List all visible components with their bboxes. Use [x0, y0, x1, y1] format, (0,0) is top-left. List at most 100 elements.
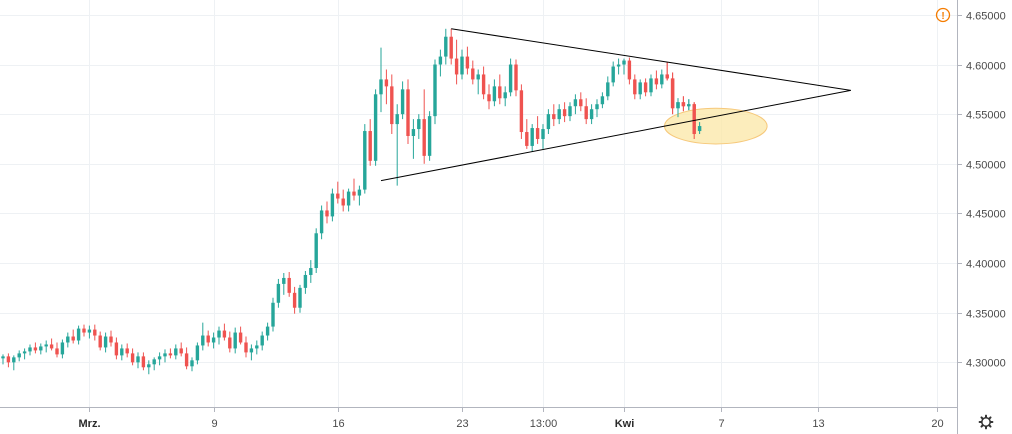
candle — [287, 271, 291, 297]
candle — [427, 111, 432, 161]
candle-body — [157, 356, 162, 360]
triangle-lower-line[interactable] — [380, 89, 851, 182]
alert-symbol: ! — [941, 11, 944, 22]
candle-body — [22, 351, 27, 354]
candle — [384, 69, 389, 105]
triangle-upper-line[interactable] — [451, 28, 851, 91]
candle — [525, 119, 529, 149]
candle-body — [60, 342, 65, 355]
time-scale[interactable]: Mrz. 9 16 23 13:00 Kwi 7 13 20 — [79, 407, 944, 430]
candle-body — [93, 329, 97, 336]
candle — [319, 205, 324, 240]
time-tick-label: 13:00 — [530, 418, 558, 430]
candle-body — [611, 66, 615, 83]
candle-body — [595, 104, 599, 110]
candle-body — [114, 342, 119, 356]
candle-body — [395, 114, 399, 125]
candle-body — [12, 357, 16, 363]
candle-body — [120, 348, 124, 356]
candle — [487, 84, 491, 110]
candle — [309, 260, 313, 283]
candle — [519, 84, 524, 139]
candle-body — [287, 277, 291, 293]
candle — [633, 74, 637, 100]
candle-body — [368, 131, 372, 161]
candle — [87, 325, 92, 339]
gear-icon[interactable] — [978, 414, 994, 430]
candle-body — [643, 82, 648, 93]
candle-body — [606, 82, 610, 97]
time-tick-label: 23 — [456, 418, 468, 430]
candle — [292, 286, 297, 314]
candle-body — [346, 191, 351, 206]
candle — [233, 327, 237, 354]
candle — [168, 348, 173, 359]
candle — [627, 57, 632, 85]
candle — [190, 357, 194, 372]
candle-body — [352, 191, 356, 196]
candle — [649, 74, 653, 97]
candle-body — [481, 74, 486, 95]
candle — [584, 98, 588, 125]
candle — [255, 340, 259, 355]
candle-body — [692, 104, 696, 135]
candle-body — [76, 328, 81, 341]
candle — [595, 99, 599, 118]
candle-body — [282, 277, 286, 284]
candle-body — [179, 348, 183, 354]
candle — [282, 272, 286, 295]
candle-body — [373, 94, 378, 161]
time-tick-label: 13 — [812, 418, 824, 430]
drawing-layer[interactable] — [380, 28, 851, 182]
time-tick-label: 20 — [931, 418, 943, 430]
candle — [55, 342, 59, 358]
candle — [417, 114, 421, 139]
price-scale[interactable]: 4.65000 4.60000 4.55000 4.50000 4.45000 4.400… — [957, 11, 1006, 370]
candle-body — [514, 64, 518, 91]
candle — [379, 47, 383, 113]
candle-body — [249, 348, 254, 353]
candle — [71, 329, 75, 344]
candle-body — [255, 345, 259, 349]
candle — [217, 326, 221, 345]
candle-body — [147, 364, 151, 368]
candle-body — [244, 342, 248, 353]
candle-body — [568, 106, 572, 117]
candle-body — [130, 353, 135, 363]
candle-body — [82, 328, 86, 333]
candle — [157, 352, 162, 366]
candle-body — [330, 193, 335, 217]
candle-body — [670, 78, 675, 109]
candle-body — [697, 126, 702, 132]
candle — [422, 89, 426, 164]
candle — [276, 278, 281, 308]
candle-body — [363, 131, 367, 190]
gear-tooth — [980, 416, 984, 420]
alert-icon[interactable]: ! — [935, 7, 951, 23]
candle-body — [314, 233, 318, 269]
candle — [265, 322, 270, 341]
candle-body — [622, 60, 626, 65]
candle-body — [676, 102, 680, 109]
candle-body — [17, 353, 21, 358]
price-tick-label: 4.50000 — [966, 160, 1006, 172]
candle — [271, 297, 275, 332]
candle — [12, 355, 16, 371]
candle-body — [233, 332, 237, 349]
candle-body — [541, 129, 545, 139]
candle-body — [589, 109, 594, 120]
candle — [454, 39, 459, 85]
gear-tooth — [988, 424, 992, 428]
candle — [600, 92, 605, 109]
candle-body — [449, 36, 453, 59]
candle-body — [184, 353, 189, 367]
candle — [433, 59, 437, 125]
candle — [638, 79, 642, 100]
candle-body — [211, 337, 216, 343]
candle — [541, 124, 545, 149]
candle — [244, 336, 248, 358]
candle-body — [28, 347, 32, 352]
highlight-ellipse[interactable] — [664, 107, 768, 145]
candle — [152, 357, 156, 371]
